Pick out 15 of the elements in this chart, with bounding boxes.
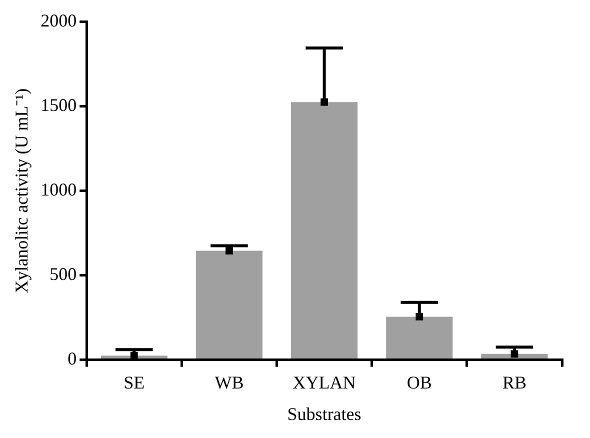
y-tick-label: 0 <box>68 348 77 369</box>
x-tick-label: SE <box>124 372 145 392</box>
y-tick-label: 1000 <box>40 180 77 200</box>
y-tick-label: 500 <box>50 264 77 284</box>
x-axis-title: Substrates <box>287 404 362 424</box>
x-tick-label: XYLAN <box>292 372 356 392</box>
y-tick-label: 1500 <box>40 95 77 116</box>
x-tick-label: RB <box>502 372 526 392</box>
bar <box>386 316 453 359</box>
bar <box>196 250 262 359</box>
x-tick-label: WB <box>214 372 244 392</box>
y-axis-title: Xylanolitc activity (U mL⁻¹) <box>12 88 32 294</box>
bar <box>291 102 358 359</box>
y-tick-label: 2000 <box>40 10 77 31</box>
x-tick-label: OB <box>406 372 432 392</box>
